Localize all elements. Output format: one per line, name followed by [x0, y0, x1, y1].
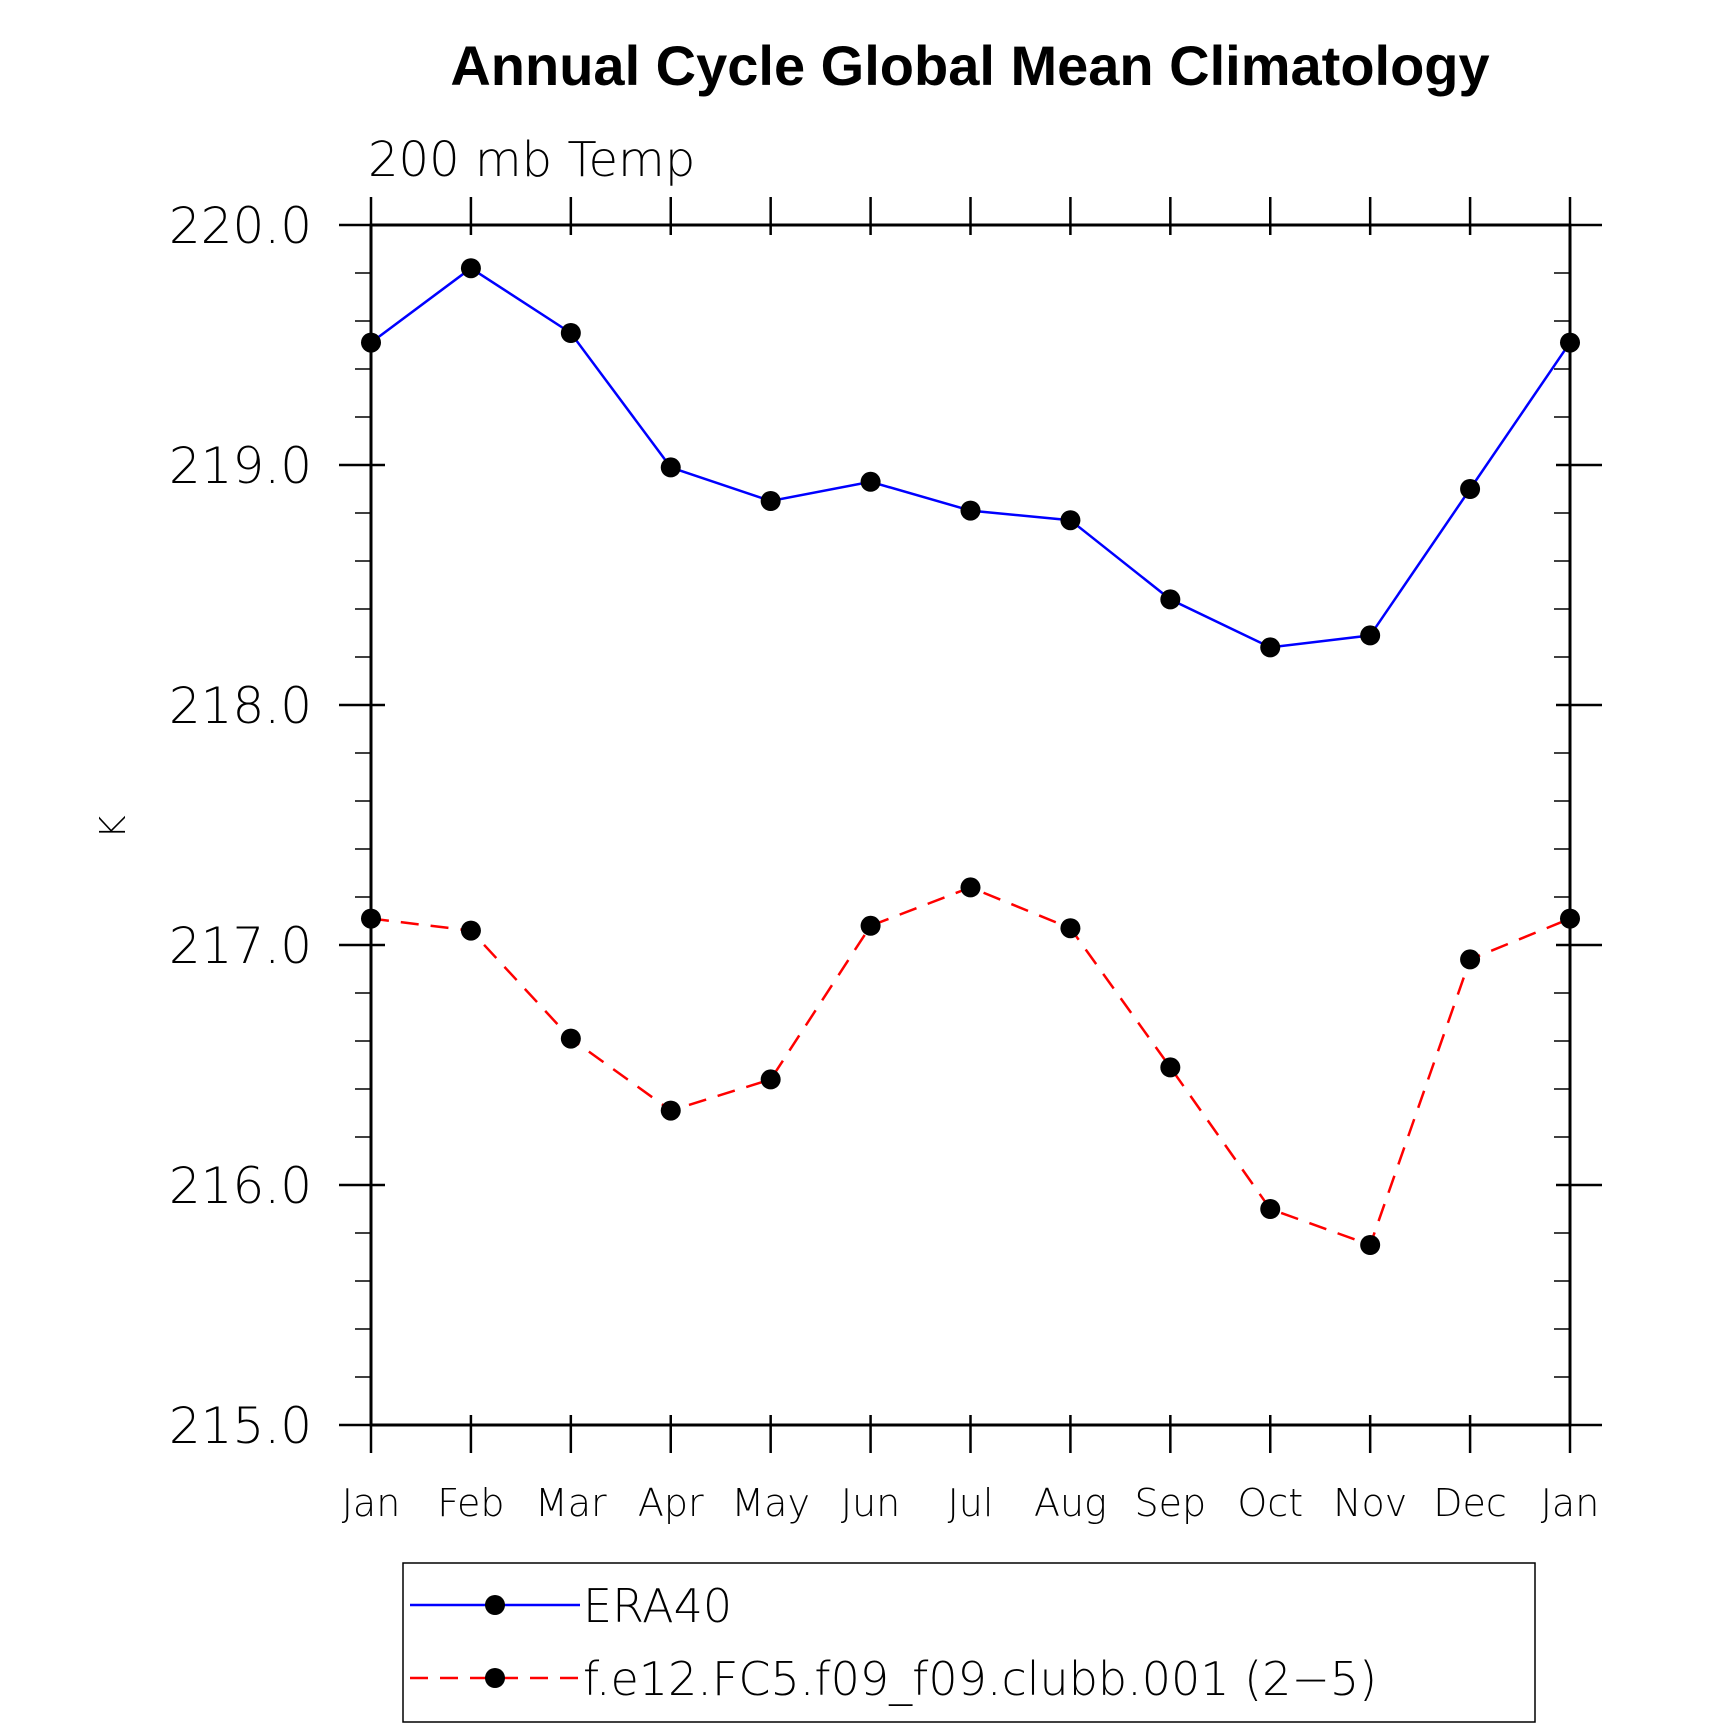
data-point-model: [1460, 949, 1481, 970]
data-point-model: [760, 1069, 781, 1090]
data-point-model: [1060, 918, 1081, 939]
data-point-model: [1260, 1199, 1281, 1219]
x-tick-label: Dec: [1433, 1481, 1507, 1525]
chart-subtitle: 200 mb Temp: [368, 132, 695, 188]
legend-box: [402, 1562, 1536, 1723]
data-point-model: [860, 915, 881, 936]
legend-marker-era40: [485, 1595, 505, 1615]
y-tick-label: 217.0: [169, 917, 312, 975]
x-tick-label: May: [731, 1481, 810, 1525]
data-point-era40: [760, 491, 781, 511]
data-point-era40: [1360, 625, 1381, 646]
x-tick-labels: Jan Feb Mar Apr May Jun Jul Aug Sep Oct Nov Dec Jan: [342, 1481, 1600, 1525]
legend-marker-model: [485, 1668, 505, 1688]
data-point-model: [660, 1100, 681, 1121]
x-tick-label: Jan: [342, 1481, 401, 1525]
data-point-era40: [1560, 332, 1580, 353]
data-point-model: [460, 920, 481, 941]
data-point-era40: [361, 332, 381, 353]
axis-ticks: [339, 197, 1602, 1453]
series-line-model: [370, 886, 1571, 1247]
data-point-model: [1160, 1057, 1181, 1078]
data-point-era40: [960, 500, 981, 521]
y-tick-label: 220.0: [169, 197, 312, 255]
series-layer: [361, 258, 1580, 1255]
data-point-model: [1560, 908, 1580, 929]
series-line-era40: [370, 266, 1572, 649]
data-point-model: [960, 877, 981, 898]
data-point-era40: [1160, 589, 1181, 610]
data-point-era40: [860, 471, 881, 492]
data-point-model: [1360, 1235, 1381, 1255]
data-point-era40: [1460, 479, 1481, 499]
x-tick-label: Aug: [1034, 1481, 1107, 1525]
x-tick-label: Apr: [638, 1481, 704, 1525]
x-tick-label: Jun: [841, 1481, 900, 1525]
y-tick-labels: 215.0 216.0 217.0 218.0 219.0 220.0: [169, 197, 312, 1455]
chart-title: Annual Cycle Global Mean Climatology: [450, 34, 1489, 97]
data-point-era40: [460, 258, 481, 279]
plot-frame: [369, 223, 1572, 1427]
x-tick-label: Mar: [535, 1481, 607, 1525]
legend: ERA40 f.e12.FC5.f09_f09.clubb.001 (2−5): [402, 1562, 1536, 1723]
y-tick-label: 215.0: [169, 1397, 312, 1455]
y-tick-label: 218.0: [169, 677, 312, 735]
data-point-era40: [1060, 510, 1081, 531]
legend-label-model: f.e12.FC5.f09_f09.clubb.001 (2−5): [583, 1652, 1377, 1706]
x-tick-label: Nov: [1333, 1481, 1407, 1525]
x-tick-label: Oct: [1237, 1481, 1303, 1525]
x-tick-label: Jul: [948, 1481, 994, 1525]
data-point-era40: [660, 457, 681, 478]
x-tick-label: Jan: [1541, 1481, 1600, 1525]
data-point-era40: [560, 323, 581, 343]
y-tick-label: 216.0: [169, 1157, 312, 1215]
y-axis-label: K: [93, 815, 134, 839]
data-point-model: [361, 908, 381, 929]
legend-label-era40: ERA40: [583, 1579, 732, 1633]
x-tick-label: Feb: [437, 1481, 504, 1525]
x-tick-label: Sep: [1135, 1481, 1207, 1525]
y-tick-label: 219.0: [169, 437, 312, 495]
data-point-model: [560, 1028, 581, 1049]
data-point-era40: [1260, 637, 1281, 658]
